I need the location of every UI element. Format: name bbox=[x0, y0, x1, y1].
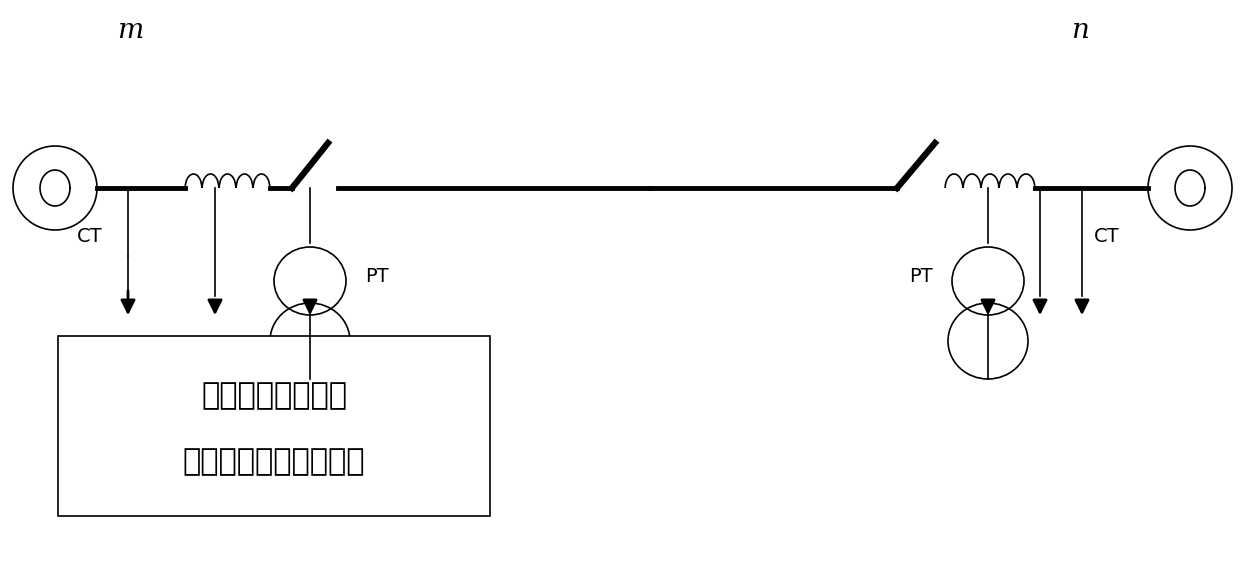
Text: PT: PT bbox=[365, 267, 388, 285]
Text: PT: PT bbox=[909, 267, 932, 285]
Text: CT: CT bbox=[1094, 226, 1120, 246]
Text: 线路单端故障测距装置: 线路单端故障测距装置 bbox=[182, 448, 366, 477]
Text: CT: CT bbox=[77, 226, 103, 246]
Text: n: n bbox=[1071, 16, 1089, 44]
Text: 应用本发明方法的: 应用本发明方法的 bbox=[201, 381, 347, 410]
Text: m: m bbox=[117, 16, 143, 44]
Bar bbox=[58, 336, 490, 516]
